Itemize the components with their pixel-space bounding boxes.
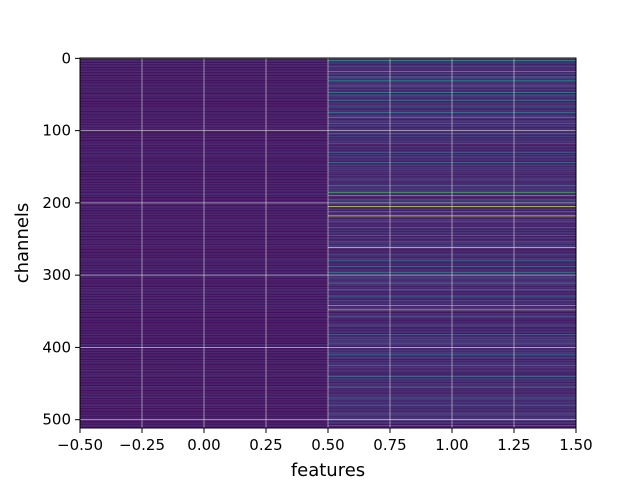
y-tick-label: 0 — [61, 49, 71, 67]
x-tick-label: 0.00 — [187, 436, 220, 454]
x-tick-label: 0.75 — [373, 436, 406, 454]
x-tick-label: 1.00 — [435, 436, 468, 454]
y-tick-label: 200 — [42, 194, 71, 212]
y-axis-ticks: 0 100 200 300 400 500 — [42, 49, 80, 429]
x-tick-label: 1.50 — [559, 436, 592, 454]
x-axis-label: features — [291, 460, 365, 480]
y-axis-label: channels — [12, 203, 33, 284]
y-tick-label: 400 — [42, 338, 71, 356]
x-tick-label: 1.25 — [497, 436, 530, 454]
x-tick-label: 0.50 — [311, 436, 344, 454]
y-tick-label: 300 — [42, 266, 71, 284]
x-tick-label: 0.25 — [249, 436, 282, 454]
x-tick-label: −0.50 — [57, 436, 103, 454]
x-axis-ticks: −0.50 −0.25 0.00 0.25 0.50 0.75 1.00 1.25 1.50 — [57, 428, 593, 454]
y-tick-label: 100 — [42, 122, 71, 140]
y-tick-label: 500 — [42, 411, 71, 429]
x-tick-label: −0.25 — [119, 436, 165, 454]
